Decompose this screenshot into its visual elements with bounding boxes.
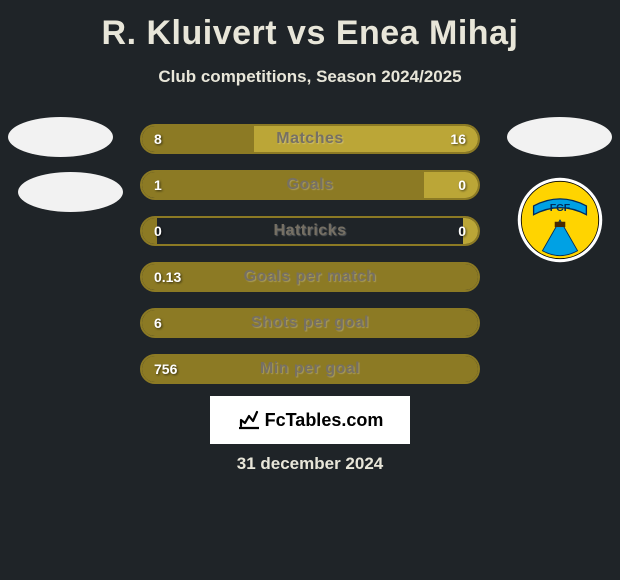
stat-row: 0.13Goals per match	[140, 262, 480, 292]
brand-icon	[237, 408, 261, 432]
player1-badge-placeholder-1	[8, 117, 113, 157]
club-logo-label: FCF	[550, 202, 571, 214]
bar-left	[142, 218, 157, 244]
bar-left	[142, 310, 478, 336]
brand-text: FcTables.com	[265, 410, 384, 431]
stat-row: 756Min per goal	[140, 354, 480, 384]
date-line: 31 december 2024	[0, 454, 620, 474]
vs-text: vs	[287, 14, 326, 52]
player1-name: R. Kluivert	[102, 14, 278, 52]
bar-left	[142, 264, 478, 290]
stat-row: 00Hattricks	[140, 216, 480, 246]
club-logo: FCF	[516, 176, 604, 264]
bar-right	[463, 218, 478, 244]
bar-right	[424, 172, 478, 198]
stat-row: 6Shots per goal	[140, 308, 480, 338]
bar-left	[142, 356, 478, 382]
stat-row: 816Matches	[140, 124, 480, 154]
stat-row: 10Goals	[140, 170, 480, 200]
player2-badge-placeholder	[507, 117, 612, 157]
player1-badge-placeholder-2	[18, 172, 123, 212]
stats-panel: 816Matches 10Goals 00Hattricks 0.13Goals pe…	[140, 124, 480, 400]
subtitle: Club competitions, Season 2024/2025	[0, 67, 620, 87]
brand-box: FcTables.com	[210, 396, 410, 444]
bar-left	[142, 126, 254, 152]
bar-right	[254, 126, 478, 152]
player2-name: Enea Mihaj	[336, 14, 519, 52]
comparison-title: R. Kluivert vs Enea Mihaj	[0, 14, 620, 53]
stat-label: Hattricks	[142, 218, 478, 244]
